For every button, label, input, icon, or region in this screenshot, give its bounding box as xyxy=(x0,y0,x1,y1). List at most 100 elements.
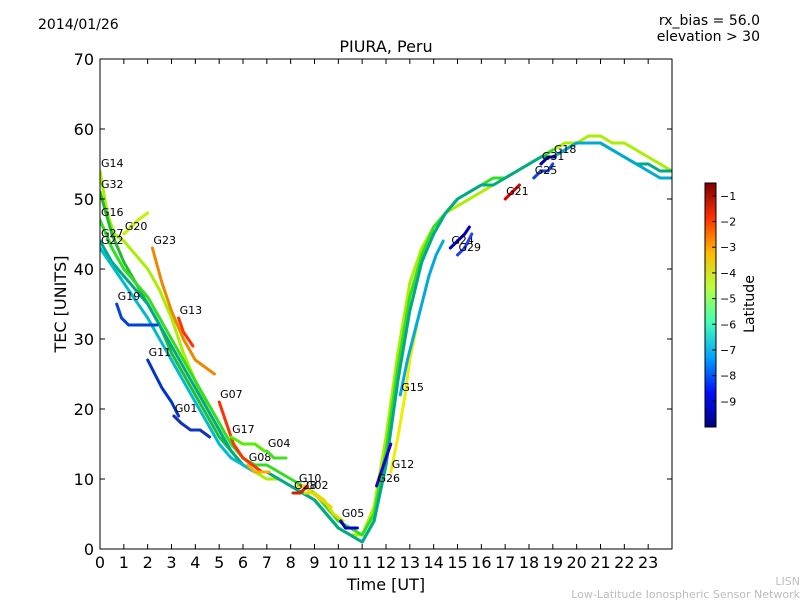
x-tick-label: 8 xyxy=(286,553,296,572)
series-label-g04: G04 xyxy=(268,437,291,450)
y-tick-label: 50 xyxy=(74,190,94,209)
x-tick-label: 19 xyxy=(543,553,563,572)
series-label-g18: G18 xyxy=(554,143,577,156)
x-tick-label: 14 xyxy=(423,553,443,572)
series-label-g29: G29 xyxy=(459,241,482,254)
x-tick-label: 20 xyxy=(566,553,586,572)
colorbar-tick-label: −8 xyxy=(720,370,736,383)
chart-title: PIURA, Peru xyxy=(339,37,433,56)
colorbar-label: Latitude xyxy=(742,275,758,333)
colorbar-tick-label: −1 xyxy=(720,190,736,203)
series-g02 xyxy=(303,491,345,523)
series-g04 xyxy=(265,449,288,460)
series-label-g20: G20 xyxy=(125,220,148,233)
series-label-g13: G13 xyxy=(180,304,203,317)
series-label-g25: G25 xyxy=(535,164,558,177)
colorbar-tick-label: −7 xyxy=(720,344,736,357)
x-tick-label: 4 xyxy=(190,553,200,572)
x-tick-label: 21 xyxy=(590,553,610,572)
date-label: 2014/01/26 xyxy=(38,17,119,33)
series-label-g05: G05 xyxy=(342,507,365,520)
series-g31 xyxy=(539,155,557,166)
x-tick-label: 16 xyxy=(471,553,491,572)
series-label-g31: G31 xyxy=(542,150,565,163)
series-label-g26: G26 xyxy=(377,472,400,485)
colorbar-tick-label: −6 xyxy=(720,318,736,331)
series-label-g23: G23 xyxy=(153,234,176,247)
colorbar-tick-label: −2 xyxy=(720,216,736,229)
x-tick-label: 17 xyxy=(495,553,515,572)
x-tick-label: 6 xyxy=(238,553,248,572)
y-tick-label: 0 xyxy=(84,540,94,559)
series-label-g19: G19 xyxy=(118,290,141,303)
series-g22 xyxy=(100,246,269,474)
series-g01 xyxy=(172,414,212,439)
footer-org-full: Low-Latitude Ionospheric Sensor Network xyxy=(571,588,800,601)
series-label-g08: G08 xyxy=(249,451,272,464)
colorbar-tick-label: −3 xyxy=(720,241,736,254)
x-tick-label: 5 xyxy=(214,553,224,572)
series-label-g22: G22 xyxy=(101,234,124,247)
series-g25 xyxy=(532,162,555,180)
series-g07 xyxy=(217,400,264,474)
x-tick-label: 23 xyxy=(638,553,658,572)
y-axis-label: TEC [UNITS] xyxy=(51,256,70,354)
x-tick-label: 22 xyxy=(614,553,634,572)
series-label-g07: G07 xyxy=(220,388,243,401)
x-axis-label: Time [UT] xyxy=(346,575,425,594)
series-g24 xyxy=(448,225,471,250)
x-tick-label: 2 xyxy=(143,553,153,572)
y-tick-label: 40 xyxy=(74,260,94,279)
series-g18 xyxy=(551,141,672,180)
y-tick-label: 60 xyxy=(74,120,94,139)
x-tick-label: 15 xyxy=(447,553,467,572)
series-label-g15: G15 xyxy=(401,381,424,394)
series-label-g14: G14 xyxy=(101,157,124,170)
series-g13 xyxy=(177,316,195,348)
series-g12 xyxy=(389,323,419,474)
y-tick-label: 20 xyxy=(74,400,94,419)
elevation-label: elevation > 30 xyxy=(656,29,760,45)
series-g15 xyxy=(398,239,445,397)
colorbar-tick-label: −5 xyxy=(720,293,736,306)
series-g19 xyxy=(115,302,159,327)
x-tick-label: 0 xyxy=(95,553,105,572)
series-g32 xyxy=(100,190,412,544)
series-g17 xyxy=(229,435,266,453)
series-g08 xyxy=(246,463,271,474)
series-label-g21: G21 xyxy=(506,185,529,198)
series-label-g11: G11 xyxy=(149,346,172,359)
x-tick-label: 13 xyxy=(400,553,420,572)
y-tick-label: 10 xyxy=(74,470,94,489)
series-label-g16: G16 xyxy=(101,206,124,219)
series-label-g27: G27 xyxy=(101,227,124,240)
x-tick-label: 1 xyxy=(119,553,129,572)
series-g26 xyxy=(375,442,393,488)
y-tick-label: 30 xyxy=(74,330,94,349)
y-tick-label: 70 xyxy=(74,50,94,69)
x-tick-label: 3 xyxy=(166,553,176,572)
colorbar xyxy=(704,182,717,428)
series-g21 xyxy=(503,183,521,201)
series-label-g17: G17 xyxy=(232,423,255,436)
x-tick-label: 18 xyxy=(519,553,539,572)
series-g20 xyxy=(122,211,150,236)
x-tick-label: 9 xyxy=(309,553,319,572)
footer-org-short: LISN xyxy=(775,575,800,588)
x-tick-label: 12 xyxy=(376,553,396,572)
x-tick-label: 10 xyxy=(328,553,348,572)
colorbar-tick-label: −4 xyxy=(720,267,736,280)
x-tick-label: 7 xyxy=(262,553,272,572)
series-g29 xyxy=(456,232,474,257)
series-g23 xyxy=(150,246,216,376)
x-tick-label: 11 xyxy=(352,553,372,572)
colorbar-tick-label: −9 xyxy=(720,395,736,408)
rx-bias-label: rx_bias = 56.0 xyxy=(658,13,760,29)
series-label-g10: G10 xyxy=(299,472,322,485)
series-label-g28: G28 xyxy=(294,479,317,492)
series-label-g02: G02 xyxy=(306,479,329,492)
series-label-g12: G12 xyxy=(392,458,415,471)
series-g11 xyxy=(146,358,181,418)
series-label-g32: G32 xyxy=(101,178,124,191)
